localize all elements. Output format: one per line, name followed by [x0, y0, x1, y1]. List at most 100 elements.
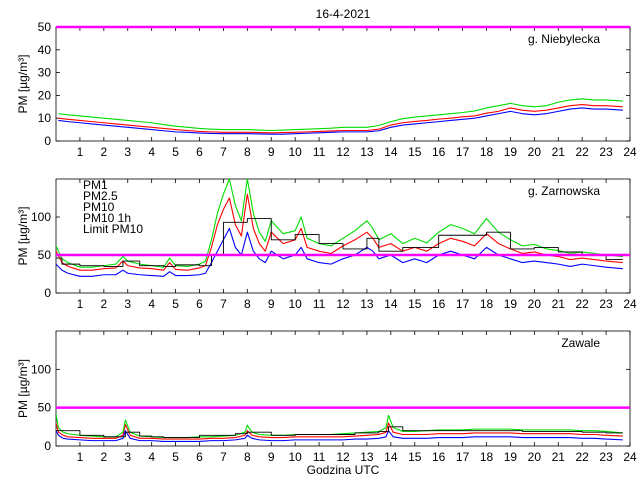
x-tick-label: 15 [408, 297, 422, 311]
x-tick-label: 24 [623, 450, 637, 464]
x-tick-label: 4 [148, 450, 155, 464]
plot-area [55, 330, 631, 447]
x-tick-label: 23 [599, 145, 613, 159]
x-tick-label: 6 [196, 297, 203, 311]
series-group [56, 413, 623, 442]
x-tick-label: 24 [623, 145, 637, 159]
x-tick-label: 19 [504, 450, 518, 464]
x-tick-label: 10 [288, 450, 302, 464]
x-tick-label: 6 [196, 450, 203, 464]
x-tick-label: 10 [288, 145, 302, 159]
x-tick-label: 13 [360, 297, 374, 311]
x-tick-label: 23 [599, 297, 613, 311]
x-tick-label: 4 [148, 145, 155, 159]
x-tick-label: 1 [77, 145, 84, 159]
x-axis-label: Godzina UTC [307, 463, 380, 477]
x-tick-label: 7 [220, 297, 227, 311]
x-tick-label: 21 [552, 145, 566, 159]
station-label: g. Zarnowska [528, 184, 600, 198]
x-tick-label: 16 [432, 450, 446, 464]
series-line-pm10 [56, 179, 623, 268]
x-tick-label: 2 [100, 450, 107, 464]
plot-area [55, 26, 631, 142]
x-tick-label: 9 [268, 297, 275, 311]
y-tick-label: 50 [38, 248, 52, 262]
series-line-pm10-1h [56, 426, 623, 439]
x-tick-label: 7 [220, 145, 227, 159]
series-line-pm10 [58, 98, 623, 132]
x-tick-label: 1 [77, 297, 84, 311]
x-tick-label: 14 [384, 297, 398, 311]
x-tick-label: 20 [528, 450, 542, 464]
x-tick-label: 12 [336, 145, 350, 159]
x-tick-label: 8 [244, 450, 251, 464]
series-group [56, 179, 623, 277]
x-tick-label: 1 [77, 450, 84, 464]
series-line-pm1 [58, 107, 623, 135]
x-tick-label: 8 [244, 145, 251, 159]
y-tick-label: 50 [38, 20, 52, 34]
series-line-pm10-1h [56, 218, 623, 267]
figure-title: 16-4-2021 [316, 7, 371, 21]
y-tick-label: 100 [31, 362, 51, 376]
y-tick-label: 20 [38, 88, 52, 102]
x-tick-label: 7 [220, 450, 227, 464]
x-tick-label: 9 [268, 145, 275, 159]
x-tick-label: 21 [552, 297, 566, 311]
legend-item: PM1 [83, 178, 108, 192]
x-tick-label: 5 [172, 450, 179, 464]
x-tick-label: 3 [124, 450, 131, 464]
x-tick-label: 15 [408, 450, 422, 464]
x-tick-label: 19 [504, 297, 518, 311]
x-tick-label: 8 [244, 297, 251, 311]
x-tick-label: 19 [504, 145, 518, 159]
x-tick-label: 17 [456, 145, 470, 159]
y-axis-label: PM [µg/m³] [16, 207, 30, 266]
x-tick-label: 18 [480, 450, 494, 464]
x-tick-label: 22 [575, 297, 589, 311]
y-axis-label: PM [µg/m³] [16, 359, 30, 418]
legend-item: PM10 [83, 200, 115, 214]
series-line-pm2-5 [58, 103, 623, 134]
x-tick-label: 4 [148, 297, 155, 311]
x-tick-label: 18 [480, 145, 494, 159]
y-axis-label: PM [µg/m³] [16, 55, 30, 114]
x-tick-label: 20 [528, 297, 542, 311]
y-tick-label: 10 [38, 111, 52, 125]
x-tick-label: 24 [623, 297, 637, 311]
x-tick-label: 20 [528, 145, 542, 159]
x-tick-label: 17 [456, 450, 470, 464]
x-tick-label: 2 [100, 145, 107, 159]
x-tick-label: 16 [432, 297, 446, 311]
legend-item: PM2.5 [83, 189, 118, 203]
x-tick-label: 9 [268, 450, 275, 464]
y-tick-label: 0 [44, 134, 51, 148]
y-tick-label: 40 [38, 43, 52, 57]
x-tick-label: 11 [313, 145, 326, 159]
x-tick-label: 23 [599, 450, 613, 464]
x-tick-label: 22 [575, 450, 589, 464]
y-tick-label: 0 [44, 286, 51, 300]
y-tick-label: 50 [38, 401, 52, 415]
series-line-pm2-5 [56, 422, 623, 440]
y-tick-label: 0 [44, 439, 51, 453]
x-tick-label: 17 [456, 297, 470, 311]
station-label: g. Niebylecka [528, 32, 600, 46]
legend-item: PM10 1h [83, 211, 131, 225]
x-tick-label: 5 [172, 297, 179, 311]
x-tick-label: 22 [575, 145, 589, 159]
x-tick-label: 18 [480, 297, 494, 311]
x-tick-label: 12 [336, 450, 350, 464]
x-tick-label: 14 [384, 145, 398, 159]
y-tick-label: 100 [31, 210, 51, 224]
x-tick-label: 11 [313, 297, 326, 311]
x-tick-label: 2 [100, 297, 107, 311]
x-tick-label: 10 [288, 297, 302, 311]
x-tick-label: 14 [384, 450, 398, 464]
x-tick-label: 3 [124, 145, 131, 159]
